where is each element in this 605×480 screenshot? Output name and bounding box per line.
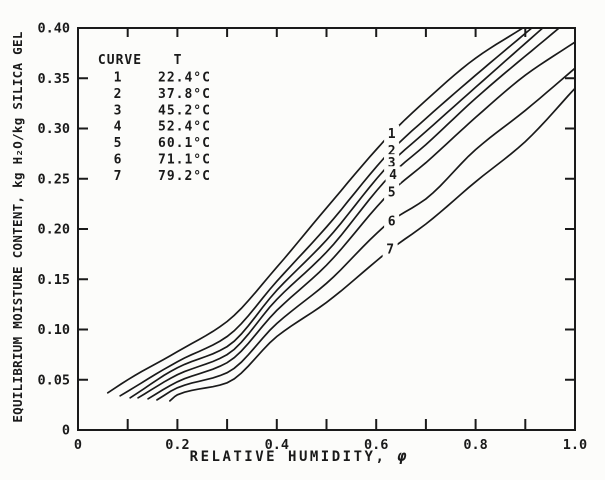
curve-7	[169, 87, 576, 402]
x-tick-label: 1.0	[563, 437, 587, 453]
curve-label-3: 3	[388, 156, 396, 171]
y-tick-label: 0.40	[37, 21, 70, 37]
plot-frame	[77, 27, 576, 431]
legend-curve-number: 7	[114, 169, 123, 184]
curve-1	[106, 27, 524, 394]
legend-curve-number: 4	[114, 120, 123, 135]
y-tick-label: 0.05	[37, 372, 70, 388]
legend-curve-number: 2	[114, 87, 123, 102]
y-tick-label: 0.20	[37, 222, 70, 238]
curve-label-6: 6	[388, 214, 396, 229]
curve-label-2: 2	[388, 144, 396, 159]
y-tick-label: 0.15	[37, 272, 70, 288]
curve-label-gap-7	[382, 240, 398, 258]
curve-label-1: 1	[388, 127, 396, 142]
y-axis-title: EQUILIBRIUM MOISTURE CONTENT, kg H₂O/kg …	[10, 31, 25, 423]
legend-temperature: 22.4°C	[158, 71, 211, 86]
phi-symbol: φ	[397, 447, 407, 465]
legend-curve-number: 3	[114, 103, 123, 118]
legend-temperature: 45.2°C	[158, 103, 211, 118]
curve-6	[156, 67, 576, 401]
curve-label-gap-1	[384, 125, 400, 143]
legend-curve-number: 6	[114, 153, 123, 168]
legend-header-t: T	[174, 53, 183, 68]
legend-curve-number: 5	[114, 136, 123, 151]
curve-label-5: 5	[388, 185, 396, 200]
legend-temperature: 71.1°C	[158, 153, 211, 168]
y-tick-label: 0.35	[37, 71, 70, 87]
legend-curve-number: 1	[114, 71, 123, 86]
x-tick-label: 0.4	[265, 437, 289, 453]
y-tick-label: 0	[62, 423, 70, 439]
curve-label-gap-5	[384, 183, 400, 201]
x-axis-title: RELATIVE HUMIDITY, φ	[0, 447, 596, 465]
legend-temperature: 37.8°C	[158, 87, 211, 102]
y-tick-label: 0.30	[37, 121, 70, 137]
y-tick-label: 0.10	[37, 322, 70, 338]
curve-4	[137, 27, 560, 399]
x-tick-label: 0.6	[364, 437, 388, 453]
x-axis-title-text: RELATIVE HUMIDITY,	[189, 449, 387, 465]
curve-3	[129, 27, 544, 399]
legend-temperature: 60.1°C	[158, 136, 211, 151]
legend-temperature: 52.4°C	[158, 120, 211, 135]
curve-label-7: 7	[386, 243, 394, 258]
legend-temperature: 79.2°C	[158, 169, 211, 184]
curve-label-4: 4	[389, 168, 397, 183]
x-tick-label: 0	[74, 437, 82, 453]
y-tick-label: 0.25	[37, 171, 70, 187]
curve-5	[147, 41, 576, 400]
curve-2	[119, 27, 533, 397]
legend-header-curve: CURVE	[98, 53, 142, 68]
curve-label-gap-6	[384, 212, 400, 230]
curve-label-gap-4	[385, 166, 401, 184]
x-tick-label: 0.8	[463, 437, 487, 453]
x-tick-label: 0.2	[165, 437, 189, 453]
